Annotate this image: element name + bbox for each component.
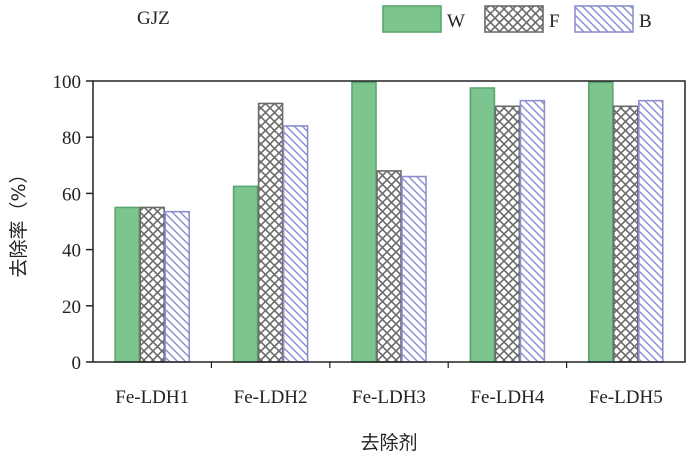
y-axis: 0 20 40 60 80 100 — [53, 72, 93, 374]
bar-f-4 — [494, 105, 521, 363]
x-tick-label: Fe-LDH1 — [115, 387, 189, 408]
legend-label-b: B — [639, 11, 652, 32]
x-tick-label: Fe-LDH2 — [234, 387, 308, 408]
x-axis: Fe-LDH1 Fe-LDH2 Fe-LDH3 Fe-LDH4 Fe-LDH5 — [115, 362, 663, 408]
bar-f-2 — [257, 102, 284, 363]
plot-frame — [92, 80, 686, 363]
x-tick-label: Fe-LDH4 — [470, 387, 544, 408]
bar-b-4 — [519, 99, 546, 363]
y-tick-label: 80 — [62, 128, 81, 149]
bar-f-5 — [612, 105, 639, 363]
y-axis-label: 去除率（%） — [8, 164, 30, 277]
x-axis-label: 去除剂 — [360, 432, 417, 454]
bar-w-4 — [469, 87, 496, 363]
bar-b-3 — [401, 175, 427, 363]
bar-w-3 — [351, 81, 377, 363]
bar-b-5 — [637, 99, 664, 363]
bar-f-3 — [376, 170, 402, 363]
bar-w-2 — [232, 185, 259, 363]
bar-f-1 — [139, 206, 165, 363]
bar-b-1 — [164, 210, 190, 363]
legend-label-f: F — [549, 11, 560, 32]
legend-swatch-w — [382, 5, 442, 33]
legend-label-w: W — [447, 11, 465, 32]
y-tick-label: 20 — [62, 297, 81, 318]
bar-w-1 — [114, 206, 140, 363]
legend-swatch-f — [484, 5, 544, 33]
bar-b-2 — [282, 125, 309, 363]
legend-swatch-b — [574, 5, 634, 33]
y-tick-label: 100 — [53, 72, 82, 93]
chart-title: GJZ — [137, 8, 170, 29]
y-tick-label: 40 — [62, 241, 81, 262]
y-tick-label: 0 — [72, 353, 82, 374]
x-tick-label: Fe-LDH3 — [352, 387, 426, 408]
bars — [114, 81, 664, 363]
x-tick-label: Fe-LDH5 — [589, 387, 663, 408]
y-tick-label: 60 — [62, 184, 81, 205]
bar-w-5 — [587, 81, 614, 363]
